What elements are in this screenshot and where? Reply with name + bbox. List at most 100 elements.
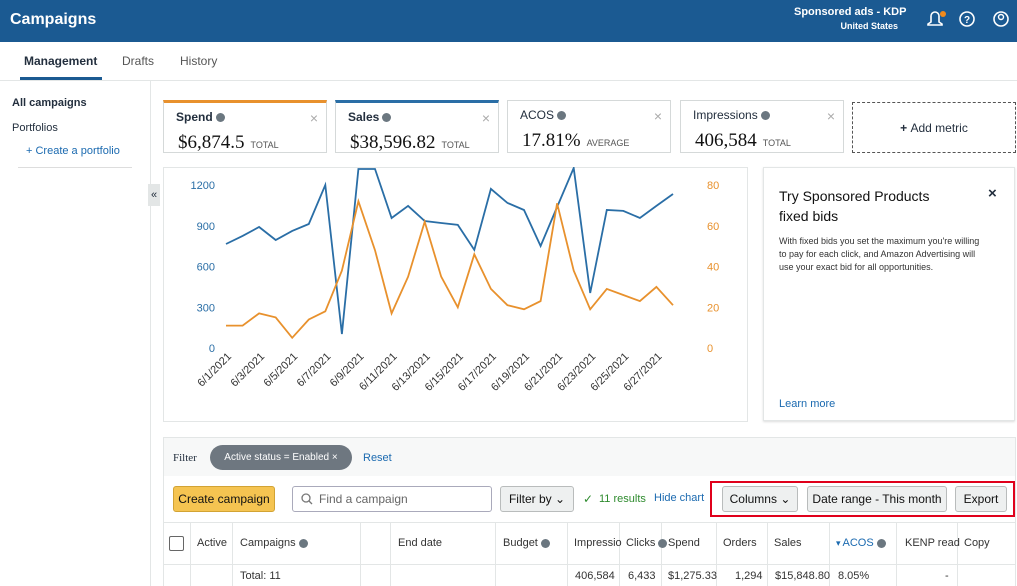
metric-card[interactable]: ACOS × 17.81% AVERAGE bbox=[507, 100, 671, 153]
promo-close[interactable]: × bbox=[988, 185, 997, 202]
metric-close[interactable]: × bbox=[826, 108, 835, 124]
select-all-checkbox[interactable] bbox=[169, 536, 184, 551]
column-separator bbox=[829, 522, 830, 586]
metric-unit: TOTAL bbox=[762, 138, 791, 148]
account-region[interactable]: United States bbox=[840, 21, 898, 31]
column-header[interactable]: Active bbox=[197, 537, 227, 549]
user-icon[interactable] bbox=[993, 11, 1009, 27]
metric-card[interactable]: Impressions × 406,584 TOTAL bbox=[680, 100, 844, 153]
column-separator bbox=[360, 522, 361, 586]
metric-unit: TOTAL bbox=[250, 140, 279, 150]
create-campaign-button[interactable]: Create campaign bbox=[173, 486, 275, 512]
column-header[interactable]: ▾ ACOS bbox=[836, 537, 886, 549]
metric-value: 17.81% bbox=[522, 130, 581, 151]
sidebar-item[interactable]: Portfolios bbox=[12, 122, 58, 134]
column-separator bbox=[190, 522, 191, 586]
columns-label: Columns bbox=[729, 492, 777, 506]
export-button[interactable]: Export bbox=[955, 486, 1007, 512]
collapse-button[interactable]: « bbox=[148, 184, 160, 206]
column-header-text: Spend bbox=[668, 537, 700, 549]
hide-chart-link[interactable]: Hide chart bbox=[654, 492, 705, 504]
x-tick-label: 6/7/2021 bbox=[295, 351, 334, 390]
metric-card[interactable]: Spend × $6,874.5 TOTAL bbox=[163, 100, 327, 153]
column-header[interactable]: Orders bbox=[723, 537, 757, 549]
metric-card[interactable]: Sales × $38,596.82 TOTAL bbox=[335, 100, 499, 153]
metric-value-row: 17.81% AVERAGE bbox=[522, 130, 629, 152]
sort-indicator: ▾ bbox=[836, 538, 841, 548]
chart: 030060090012000204060806/1/20216/3/20216… bbox=[191, 167, 719, 394]
search-placeholder: Find a campaign bbox=[319, 492, 408, 506]
tab[interactable]: Management bbox=[24, 54, 98, 68]
column-header[interactable]: Impressio bbox=[574, 537, 622, 549]
sidebar bbox=[0, 81, 151, 586]
column-header-text: Clicks bbox=[626, 537, 656, 549]
results-count: 11 results bbox=[599, 493, 646, 505]
account-name[interactable]: Sponsored ads - KDP bbox=[794, 6, 907, 18]
column-header-text: Active bbox=[197, 537, 227, 549]
column-header[interactable]: KENP read bbox=[905, 537, 960, 549]
top-bar bbox=[0, 0, 1017, 42]
search-icon bbox=[301, 493, 313, 505]
search-box[interactable] bbox=[292, 486, 492, 512]
column-header[interactable]: End date bbox=[398, 537, 442, 549]
x-tick-label: 6/5/2021 bbox=[262, 351, 301, 390]
add-metric[interactable]: + Add metric bbox=[852, 102, 1016, 153]
metric-close[interactable]: × bbox=[481, 110, 490, 126]
column-separator bbox=[495, 522, 496, 586]
column-separator bbox=[661, 522, 662, 586]
bell-icon[interactable] bbox=[927, 11, 943, 26]
y2-tick-label: 0 bbox=[707, 343, 713, 355]
column-header[interactable]: Budget bbox=[503, 537, 550, 549]
filter-chip[interactable]: Active status = Enabled × bbox=[210, 445, 352, 470]
reset-link[interactable]: Reset bbox=[363, 452, 392, 464]
add-metric-label: Add metric bbox=[910, 121, 968, 135]
y-tick-label: 1200 bbox=[191, 180, 215, 192]
page-title: Campaigns bbox=[10, 11, 97, 28]
total-cell: $1,275.33 bbox=[668, 570, 717, 582]
column-header-text: KENP read bbox=[905, 537, 960, 549]
filter-by-button[interactable]: Filter by ⌄ bbox=[500, 486, 574, 512]
column-separator bbox=[232, 522, 233, 586]
date-range-button[interactable]: Date range - This month bbox=[807, 486, 947, 512]
y-tick-label: 600 bbox=[197, 262, 215, 274]
metric-close[interactable]: × bbox=[309, 110, 318, 126]
column-separator bbox=[619, 522, 620, 586]
columns-button[interactable]: Columns ⌄ bbox=[722, 486, 798, 512]
info-icon bbox=[215, 113, 225, 123]
y2-tick-label: 80 bbox=[707, 180, 719, 192]
column-header[interactable]: Campaigns bbox=[240, 537, 308, 549]
metric-name-text: Impressions bbox=[693, 108, 758, 122]
info-icon bbox=[540, 538, 550, 548]
column-header[interactable]: Copy bbox=[964, 537, 990, 549]
column-header[interactable]: Clicks bbox=[626, 537, 668, 549]
header-icons: ? bbox=[927, 11, 1009, 27]
tab[interactable]: History bbox=[180, 54, 218, 68]
metric-value-row: $38,596.82 TOTAL bbox=[350, 132, 470, 154]
y2-tick-label: 20 bbox=[707, 302, 719, 314]
column-header[interactable]: Sales bbox=[774, 537, 802, 549]
info-icon bbox=[876, 538, 886, 548]
column-header[interactable]: Spend bbox=[668, 537, 700, 549]
metric-close[interactable]: × bbox=[653, 108, 662, 124]
column-header-text: Orders bbox=[723, 537, 757, 549]
filter-by-label: Filter by bbox=[508, 492, 552, 506]
y-tick-label: 900 bbox=[197, 221, 215, 233]
total-cell: Total: 11 bbox=[240, 570, 281, 582]
filter-label: Filter bbox=[173, 452, 197, 464]
tab[interactable]: Drafts bbox=[122, 54, 155, 68]
sidebar-divider bbox=[18, 167, 132, 168]
column-header-text: Sales bbox=[774, 537, 802, 549]
series-line bbox=[225, 167, 674, 335]
sidebar-item[interactable]: All campaigns bbox=[12, 97, 87, 109]
column-header-text: Impressio bbox=[574, 537, 622, 549]
help-icon[interactable] bbox=[959, 11, 975, 27]
create-portfolio[interactable]: + Create a portfolio bbox=[26, 145, 120, 157]
metric-unit: AVERAGE bbox=[586, 138, 630, 148]
info-icon bbox=[760, 111, 770, 121]
x-tick-label: 6/3/2021 bbox=[228, 351, 267, 390]
total-cell: 8.05% bbox=[838, 570, 870, 582]
promo-link[interactable]: Learn more bbox=[779, 398, 836, 410]
column-separator bbox=[957, 522, 958, 586]
tab-underline bbox=[20, 77, 102, 80]
chart-panel bbox=[163, 167, 748, 422]
